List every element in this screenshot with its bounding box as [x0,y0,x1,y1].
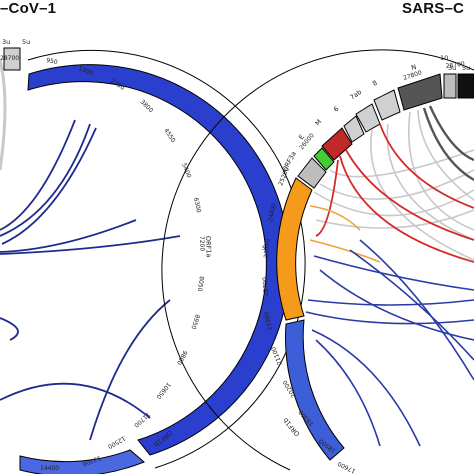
left-links [0,119,181,441]
right-tick: 24400 [267,202,278,222]
right-seg-6 [343,115,365,143]
left-link [0,219,137,253]
left-scale-arc [27,49,306,469]
left-orf1a-segment [27,64,290,456]
right-seg-label: E [297,133,306,141]
right-seg-label: 5u [462,64,470,72]
left-tick: 14400 [40,465,59,472]
right-seg-5u [457,73,474,99]
left-tick: 7200 [198,236,206,252]
left-tick: 9800 [175,349,188,366]
right-seg-label: 6 [332,105,340,114]
left-link [0,317,19,341]
left-circos: 28700 950 1900 2750 3800 4550 5400 6300 … [0,38,306,474]
right-seg-E [313,147,335,171]
left-link [0,123,91,237]
left-link [1,127,97,245]
right-seg-N [397,73,443,111]
left-link-grey [0,59,7,171]
left-tick: 28700 [0,55,19,62]
left-seg-label: 5u [22,38,30,46]
right-seg-3u [443,73,457,99]
left-tick: 1900 [77,65,94,77]
right-seg-S [276,177,313,321]
right-seg-label: ORF3a [281,150,298,173]
right-links-blue [305,239,474,447]
left-seg-label: ORF1a [204,236,213,258]
left-tick: 6300 [192,197,202,214]
right-seg-label: 3u [448,64,456,72]
right-seg-label: 8 [371,79,378,88]
left-link [0,119,76,231]
panel-title-right: SARS–C [402,0,465,17]
right-seg-ORF3a [297,157,327,189]
left-tick: 5400 [180,162,192,179]
left-tick: 950 [46,57,59,66]
left-tick-labels: 28700 950 1900 2750 3800 4550 5400 6300 … [0,55,206,472]
left-orf1b-segment [19,449,145,474]
right-seg-label: S [262,244,266,252]
right-tick: 17600 [336,460,356,474]
right-links-dark [422,105,474,182]
left-link [0,382,151,419]
right-seg-label: N [410,63,417,72]
right-links-orange [309,205,381,263]
panel-title-left: –CoV–1 [0,0,57,17]
right-links-red [315,123,474,263]
right-seg-label: M [314,118,324,128]
right-seg-M [321,127,353,161]
left-link [0,235,181,255]
right-seg-label: ORF1b [281,416,301,438]
right-tick: 21100 [270,345,284,365]
left-utr-segment [3,47,21,71]
right-scale-arc [161,49,474,471]
right-tick: 28700 [445,60,465,70]
right-seg-8 [373,89,401,121]
right-seg-label: 10 [440,54,448,62]
left-tick: 8050 [196,276,205,292]
left-seg-label: 3u [2,38,10,46]
left-tick: 4550 [162,127,176,144]
right-tick: 23500 [263,238,271,258]
right-tick: 22700 [262,277,270,297]
right-tick: 21900 [263,311,274,331]
left-tick: 8950 [189,313,200,330]
right-seg-ORF1b [285,319,345,461]
right-seg-labels: 10 3u 5u N 8 7ab 6 M E ORF3a S ORF1b [262,54,470,438]
left-tick: 11700 [132,411,151,429]
left-tick: 12500 [106,434,126,450]
right-seg-label: 7ab [348,88,363,102]
left-link [89,299,171,441]
left-tick: 10650 [155,381,172,400]
left-tick: 3800 [139,98,155,114]
